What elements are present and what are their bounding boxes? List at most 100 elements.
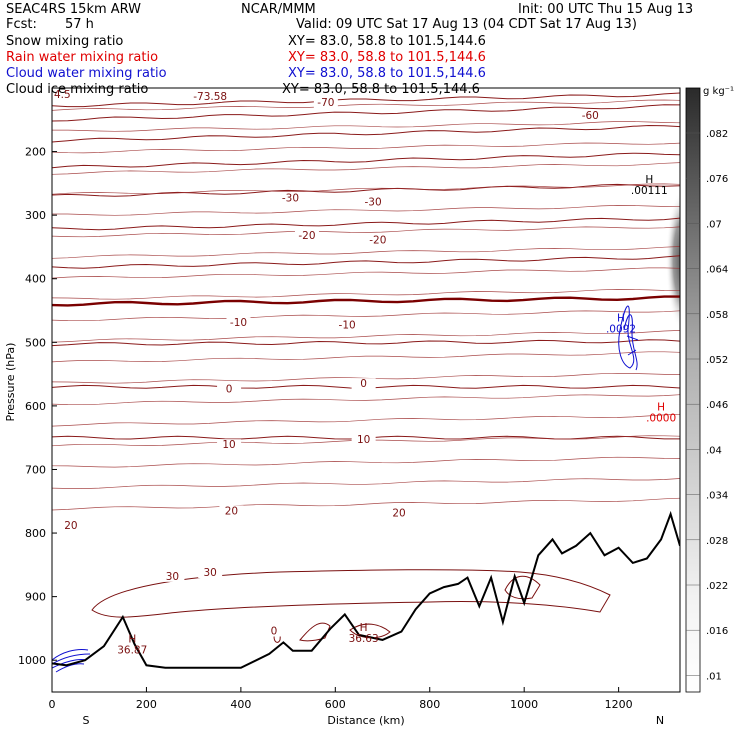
temperature-contour-line [52,289,680,300]
contour-label-bg [278,192,303,204]
y-tick-label: 1000 [18,654,46,667]
terrain-line [52,510,680,669]
temperature-contour-line [52,497,680,511]
y-tick-label: 200 [25,146,46,159]
temperature-contour-line [52,183,680,197]
temperature-contour-line [52,295,680,307]
temperature-contour-line [52,246,680,259]
colorbar [685,87,701,693]
temperature-contour-line [52,217,680,231]
temperature-contour-line [52,92,680,108]
y-axis: 200 300 400 500 600 700 800 900 1000 [18,146,57,667]
contour-label: 30 [166,571,179,583]
colorbar-tick-label: .046 [706,400,728,411]
field-cloudice-xy: XY= 83.0, 58.8 to 101.5,144.6 [282,82,480,97]
x-axis: 0 200 400 600 800 1000 1200 [49,687,633,711]
contour-label-bg [217,439,242,451]
contour-label: -60 [582,110,599,122]
x-tick-label: 800 [419,698,440,711]
temperature-contour-line [52,351,680,363]
x-tick-label: 0 [49,698,56,711]
contour-label-bg [578,109,603,121]
y-tick-label: 500 [25,336,46,349]
temperature-contour-line [52,162,680,175]
high-value: .00111 [631,185,668,197]
contour-label-bg [361,196,386,208]
contour-label: -20 [369,234,386,246]
x-axis-south-label: S [83,714,90,727]
high-marker: H [617,313,625,325]
field-snow-name: Snow mixing ratio [6,34,123,49]
contour-label-bg [387,507,412,519]
colorbar-tick-label: .028 [706,536,728,547]
temperature-contour-line [52,394,680,406]
colorbar-tick-label: .076 [706,174,728,185]
y-tick-label: 400 [25,273,46,286]
high-marker: H [128,634,136,646]
field-rain-xy: XY= 83.0, 58.8 to 101.5,144.6 [288,50,486,65]
temperature-contour-line [52,413,680,427]
contour-label-bg [294,230,319,242]
x-tick-label: 600 [325,698,346,711]
contour-label: -73.58 [193,91,227,103]
colorbar-tick-label: .016 [706,626,728,637]
x-axis-north-label: N [656,714,664,727]
temperature-contour-line [52,226,680,238]
high-marker: H [645,174,653,186]
colorbar-ticks: .082 .076 .07 .064 .058 .052 .046 .04 .034 .028 .0… [686,129,728,682]
x-tick-label: 1200 [605,698,633,711]
temperature-contour-line [52,339,680,347]
contour-label: 20 [64,520,77,532]
contour-label: 10 [222,439,235,451]
contour-label: 10 [357,434,370,446]
temperature-contour-line [52,330,680,343]
colorbar-tick-label: .01 [706,671,722,682]
temperature-contour-line [52,121,680,132]
colorbar-tick-label: .04 [706,445,722,456]
high-value: .0092 [606,324,636,336]
contour-label: -20 [298,230,315,242]
colorbar-tick-label: .064 [706,265,728,276]
contour-label: 0 [226,383,233,395]
contour-label: 30 [203,567,216,579]
contour-label-bg [217,383,242,395]
forecast-hour: 57 h [65,17,94,32]
contour-label: 0 [360,378,367,390]
contour-label-bg [313,97,338,109]
field-snow-xy: XY= 83.0, 58.8 to 101.5,144.6 [288,34,486,49]
contour-label: 20 [392,507,405,519]
contour-label-bg [226,317,251,329]
contour-label-bg [351,434,376,446]
contour-label: -10 [339,320,356,332]
colorbar-tick-label: .022 [706,581,728,592]
high-value: .0000 [646,413,676,425]
temperature-contour-labels: -73.58 -70 -60 -30 -30 -20 -20 -10 -10 0 0 10 10 20 20… [58,90,603,638]
temperature-contours [52,92,680,511]
contour-label-bg [335,319,360,331]
y-tick-label: 300 [25,209,46,222]
temperature-contour-line [52,142,680,154]
temperature-contour-line [52,267,680,279]
colorbar-tick-label: .082 [706,129,728,140]
colorbar-units: g kg⁻¹ [703,86,734,97]
contour-label: -30 [365,196,382,208]
contour-label-bg [351,378,376,390]
field-cloudwater-name: Cloud water mixing ratio [6,66,167,81]
high-value: 36.63 [349,633,379,645]
x-tick-label: 400 [230,698,251,711]
temperature-contour-line [52,456,680,468]
cloud-water-contours [52,305,639,673]
contour-label: -30 [282,193,299,205]
cloud-ice-shading [666,190,680,330]
contour-label: 0 [271,626,278,638]
forecast-label: Fcst: [6,17,37,32]
plot-frame [51,87,681,693]
temperature-contour-line [52,99,680,111]
contour-label: 20 [225,505,238,517]
contour-label-bg [219,505,244,517]
temperature-contour-line [52,478,680,489]
contour-label-bg [198,90,223,102]
y-tick-label: 900 [25,591,46,604]
